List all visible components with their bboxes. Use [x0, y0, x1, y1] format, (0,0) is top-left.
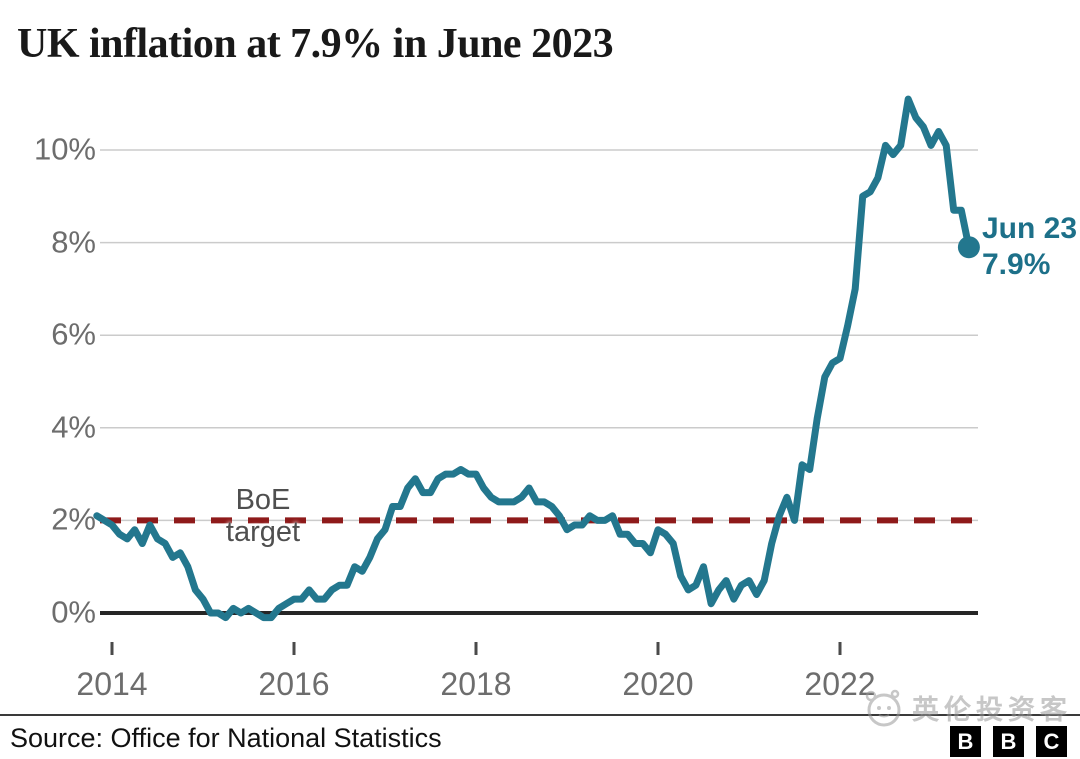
endpoint-value-label: 7.9%	[982, 248, 1051, 281]
bbc-logo-block: B	[950, 726, 981, 757]
y-axis-label: 4%	[51, 409, 96, 445]
x-axis-label: 2022	[804, 666, 876, 702]
footer-divider	[0, 714, 1080, 716]
bbc-letter: B	[957, 728, 974, 754]
x-axis-label: 2020	[622, 666, 694, 702]
bbc-logo-block: B	[993, 726, 1024, 757]
endpoint-date-label: Jun 23	[982, 212, 1078, 245]
target-label: BoE target	[208, 484, 318, 548]
y-axis-label: 8%	[51, 223, 96, 259]
target-label-line1: BoE	[235, 484, 291, 516]
bbc-letter: B	[1000, 728, 1017, 754]
y-axis-label: 6%	[51, 316, 96, 352]
bbc-letter: C	[1043, 728, 1060, 754]
target-label-line2: target	[225, 516, 301, 548]
endpoint-annotation: Jun 23 7.9%	[982, 211, 1077, 283]
x-axis-label: 2014	[76, 666, 148, 702]
y-axis-label: 2%	[51, 501, 96, 537]
y-axis-label: 0%	[51, 594, 96, 630]
y-axis-label: 10%	[33, 131, 96, 167]
endpoint-dot	[957, 236, 980, 259]
x-axis-label: 2018	[440, 666, 512, 702]
bbc-logo: B B C	[950, 726, 1067, 757]
chart-title: UK inflation at 7.9% in June 2023	[17, 21, 614, 67]
x-axis-label: 2016	[258, 666, 330, 702]
inflation-line	[93, 95, 973, 622]
bbc-logo-block: C	[1036, 726, 1067, 757]
source-text: Source: Office for National Statistics	[10, 723, 442, 753]
